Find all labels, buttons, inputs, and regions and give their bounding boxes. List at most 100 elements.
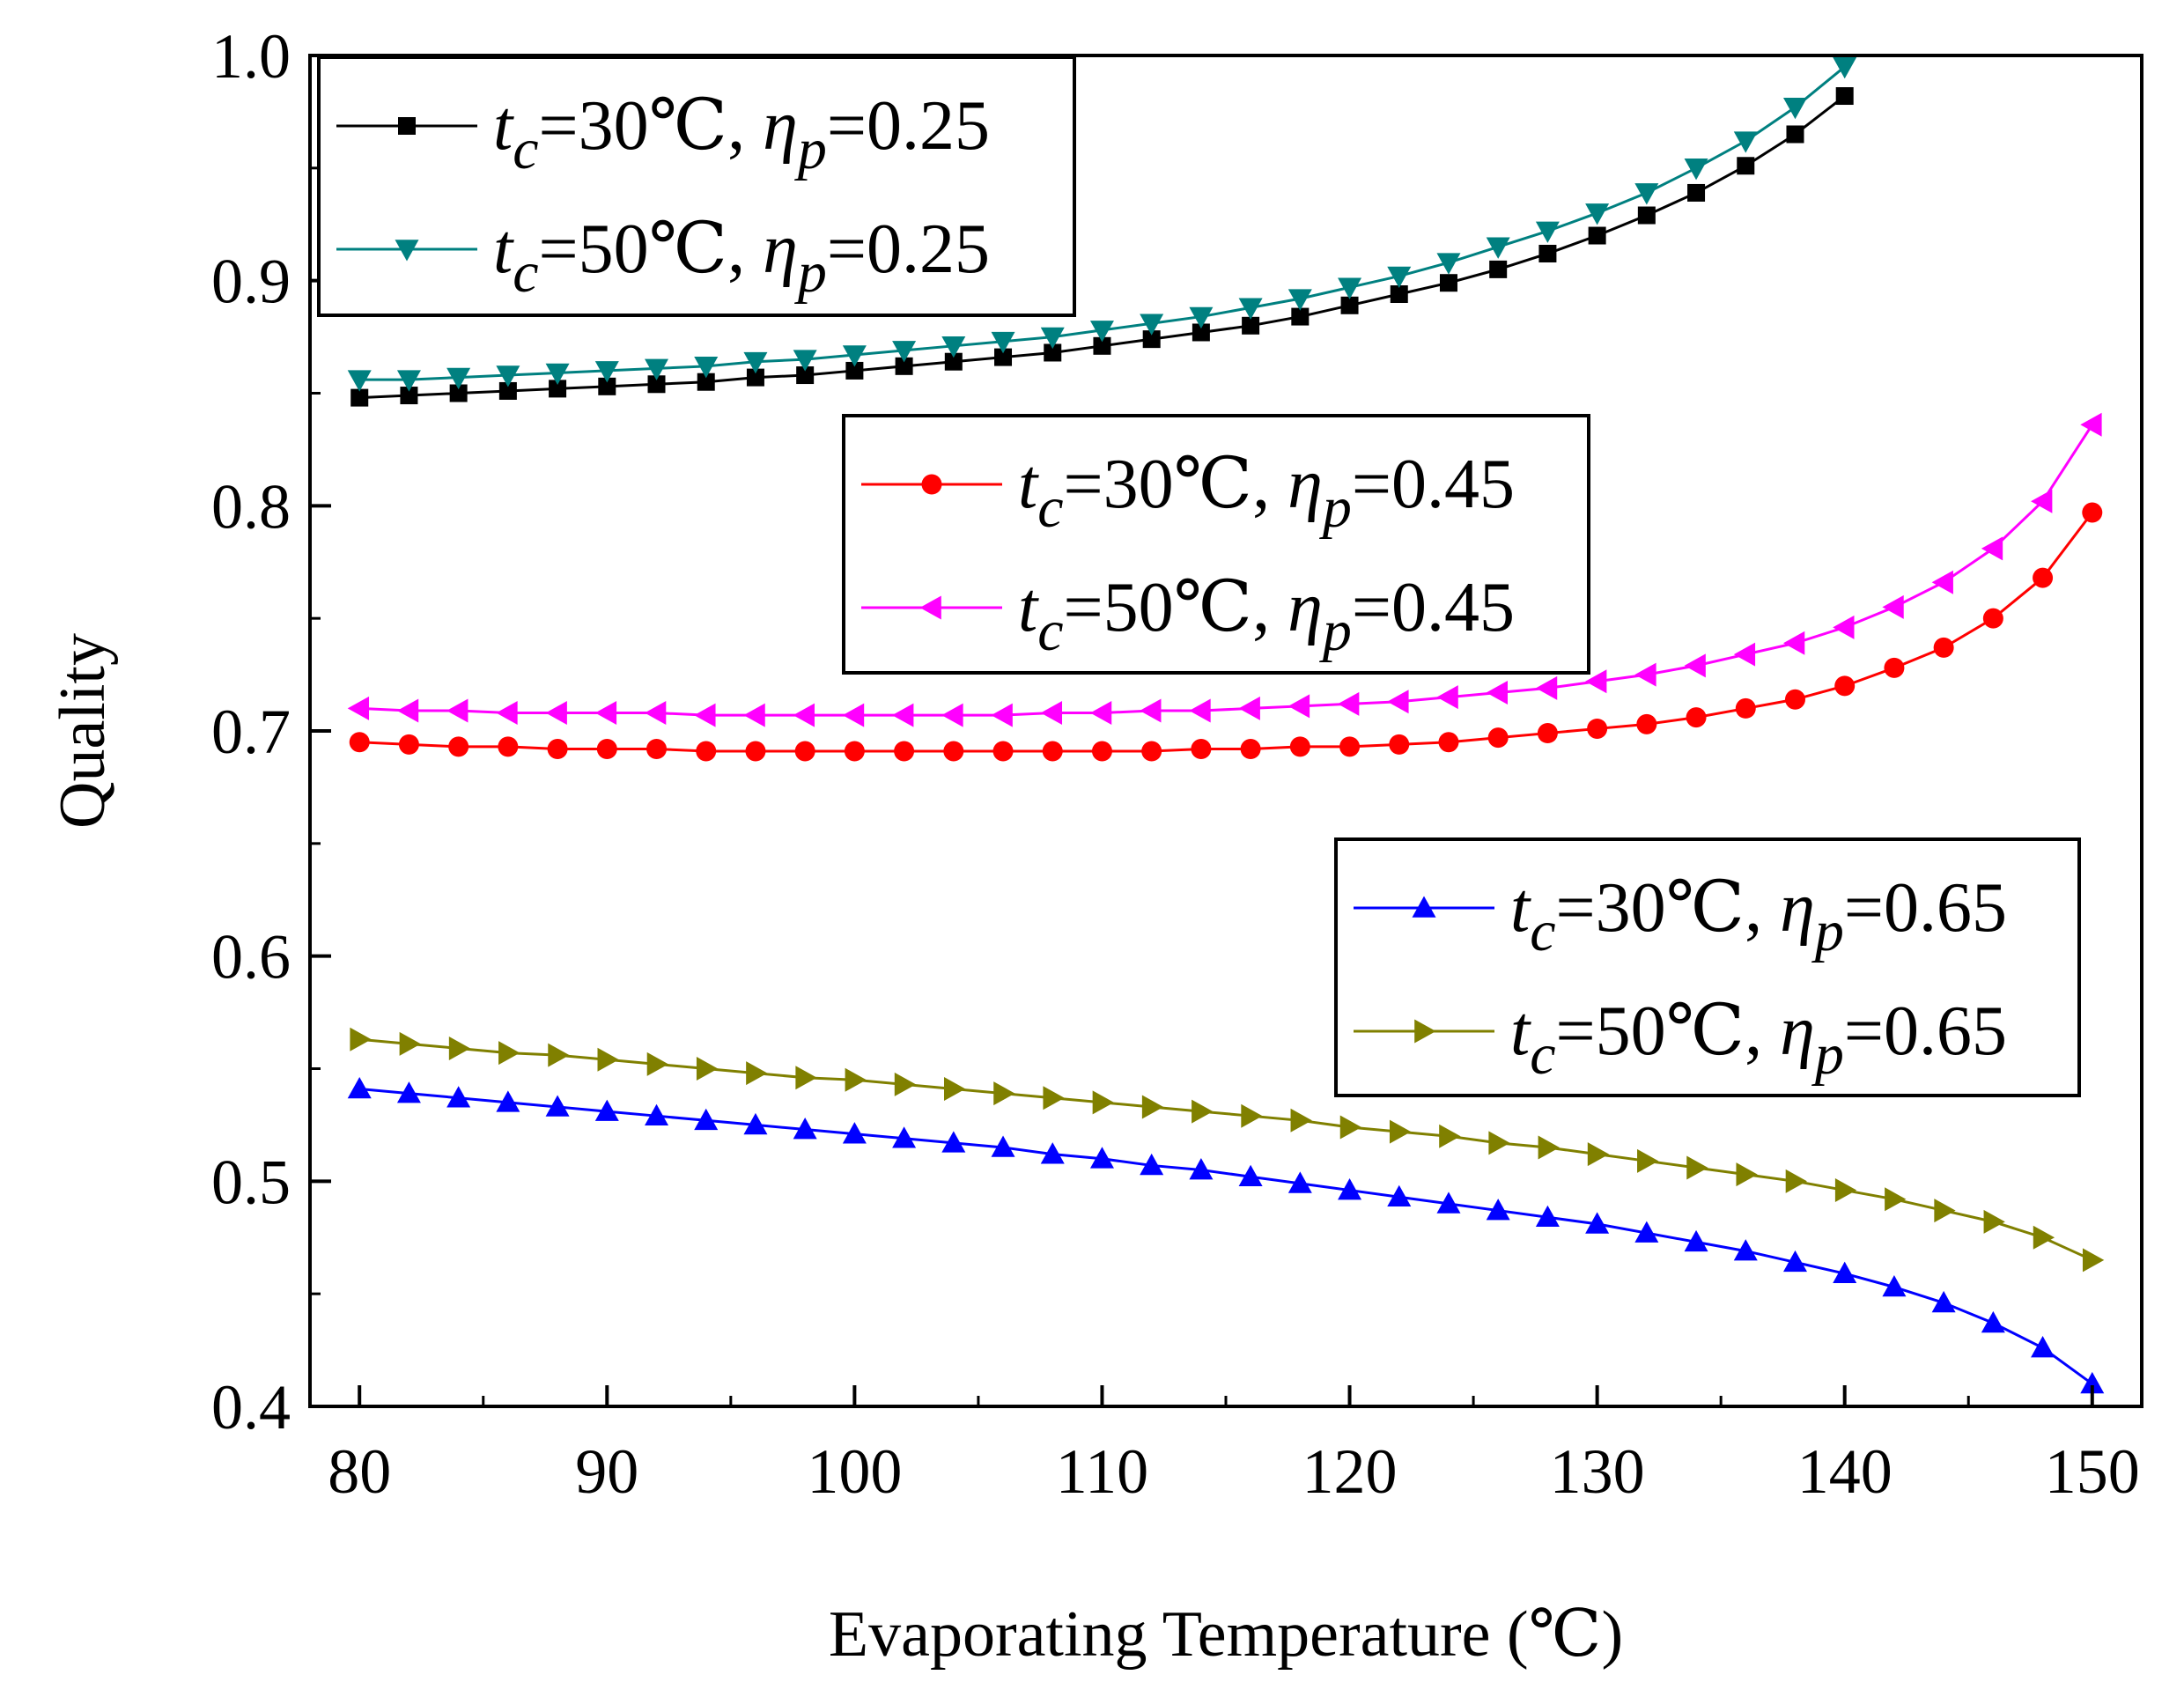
data-point [746, 368, 764, 387]
data-point [596, 738, 617, 759]
data-point [449, 384, 468, 402]
data-point [1587, 718, 1608, 739]
data-point [597, 1047, 619, 1072]
data-point [1786, 125, 1804, 144]
data-point [793, 703, 815, 727]
x-tick-label: 100 [807, 1436, 902, 1507]
data-point [448, 736, 469, 757]
legend-item: tc=30℃, ηp=0.45 [861, 446, 1515, 540]
data-point [1288, 694, 1310, 719]
series-line [359, 1088, 2093, 1385]
data-point [696, 741, 717, 762]
data-point [347, 696, 370, 720]
data-point [894, 741, 915, 762]
series-0 [350, 87, 1854, 407]
data-point [1238, 298, 1263, 320]
data-point [1291, 307, 1310, 326]
data-point [1833, 615, 1855, 639]
data-point [1636, 713, 1657, 734]
data-point [1686, 707, 1707, 728]
data-point [647, 375, 666, 394]
data-point [498, 736, 519, 757]
data-point [1241, 1103, 1263, 1128]
data-point [645, 358, 669, 380]
data-point [793, 350, 817, 372]
data-point [991, 703, 1013, 727]
series-4 [347, 1077, 2105, 1394]
data-point [1439, 274, 1457, 292]
legend-item: tc=50℃, ηp=0.65 [1354, 992, 2007, 1087]
y-tick-label: 0.5 [211, 1147, 291, 1217]
data-point [1389, 1119, 1412, 1144]
data-point [1140, 314, 1164, 336]
data-point [1339, 1115, 1362, 1140]
data-point [545, 363, 570, 385]
data-point [842, 1122, 867, 1144]
data-point [743, 1112, 768, 1135]
data-point [2082, 1248, 2105, 1273]
data-point [746, 1061, 768, 1086]
data-point [1737, 157, 1755, 175]
legend-label: tc=30℃, ηp=0.65 [1510, 869, 2007, 963]
data-point [1585, 1212, 1610, 1234]
data-point [1436, 253, 1461, 275]
data-point [1835, 87, 1854, 106]
data-point [842, 703, 865, 727]
data-point [694, 703, 716, 727]
data-point [1092, 1090, 1114, 1115]
data-point [1733, 642, 1756, 667]
data-point [1043, 1086, 1065, 1110]
data-point [1931, 1290, 1956, 1313]
legend-frame [1334, 837, 2081, 1097]
data-point [496, 365, 520, 387]
data-point [1634, 662, 1656, 687]
legend-item: tc=30℃, ηp=0.25 [336, 87, 990, 181]
data-point [398, 734, 419, 755]
data-point [1338, 691, 1360, 716]
data-point [1981, 536, 2003, 561]
data-point [892, 1126, 917, 1148]
data-point [1040, 1142, 1065, 1164]
data-point [1140, 1153, 1164, 1176]
y-axis-label: Quality [47, 633, 119, 829]
y-tick-label: 1.0 [211, 21, 291, 92]
data-point [1242, 316, 1260, 335]
x-tick-label: 80 [328, 1436, 391, 1507]
data-point [1387, 266, 1412, 289]
data-point [944, 1077, 966, 1102]
data-point [1487, 727, 1509, 749]
x-tick-label: 140 [1797, 1436, 1893, 1507]
data-point [1637, 206, 1656, 225]
data-point [1833, 56, 1857, 79]
data-point [1784, 689, 1805, 710]
data-point [1782, 1250, 1807, 1273]
series-1 [347, 56, 1857, 392]
legend-frame [842, 414, 1590, 675]
data-point [795, 1066, 817, 1090]
data-point [1585, 203, 1610, 225]
x-tick-label: 110 [1056, 1436, 1148, 1507]
legend-item: tc=50℃, ηp=0.45 [861, 569, 1515, 663]
data-point [645, 701, 667, 726]
axes-layer: 80 90 100 110 120 130 140 150 0.4 0.5 0.6 0.7 0.8 0.9… [211, 21, 2140, 1507]
data-point [1238, 1164, 1263, 1187]
legend-item: tc=30℃, ηp=0.65 [1354, 869, 2007, 963]
data-point [743, 351, 768, 374]
y-tick-label: 0.9 [211, 247, 291, 317]
data-point [347, 370, 372, 392]
data-point [496, 1090, 520, 1112]
data-point [396, 370, 421, 392]
data-point [991, 1135, 1015, 1157]
data-point [1634, 183, 1659, 205]
data-point [1044, 343, 1062, 362]
data-point [1189, 306, 1214, 329]
data-point [1538, 1135, 1560, 1160]
data-point [1933, 637, 1954, 658]
data-point [1782, 98, 1807, 120]
data-point [694, 1108, 719, 1131]
x-axis-label: Evaporating Temperature (℃) [829, 1598, 1623, 1671]
x-tick-label: 130 [1550, 1436, 1645, 1507]
data-point [1192, 323, 1210, 342]
data-point [1040, 327, 1065, 350]
